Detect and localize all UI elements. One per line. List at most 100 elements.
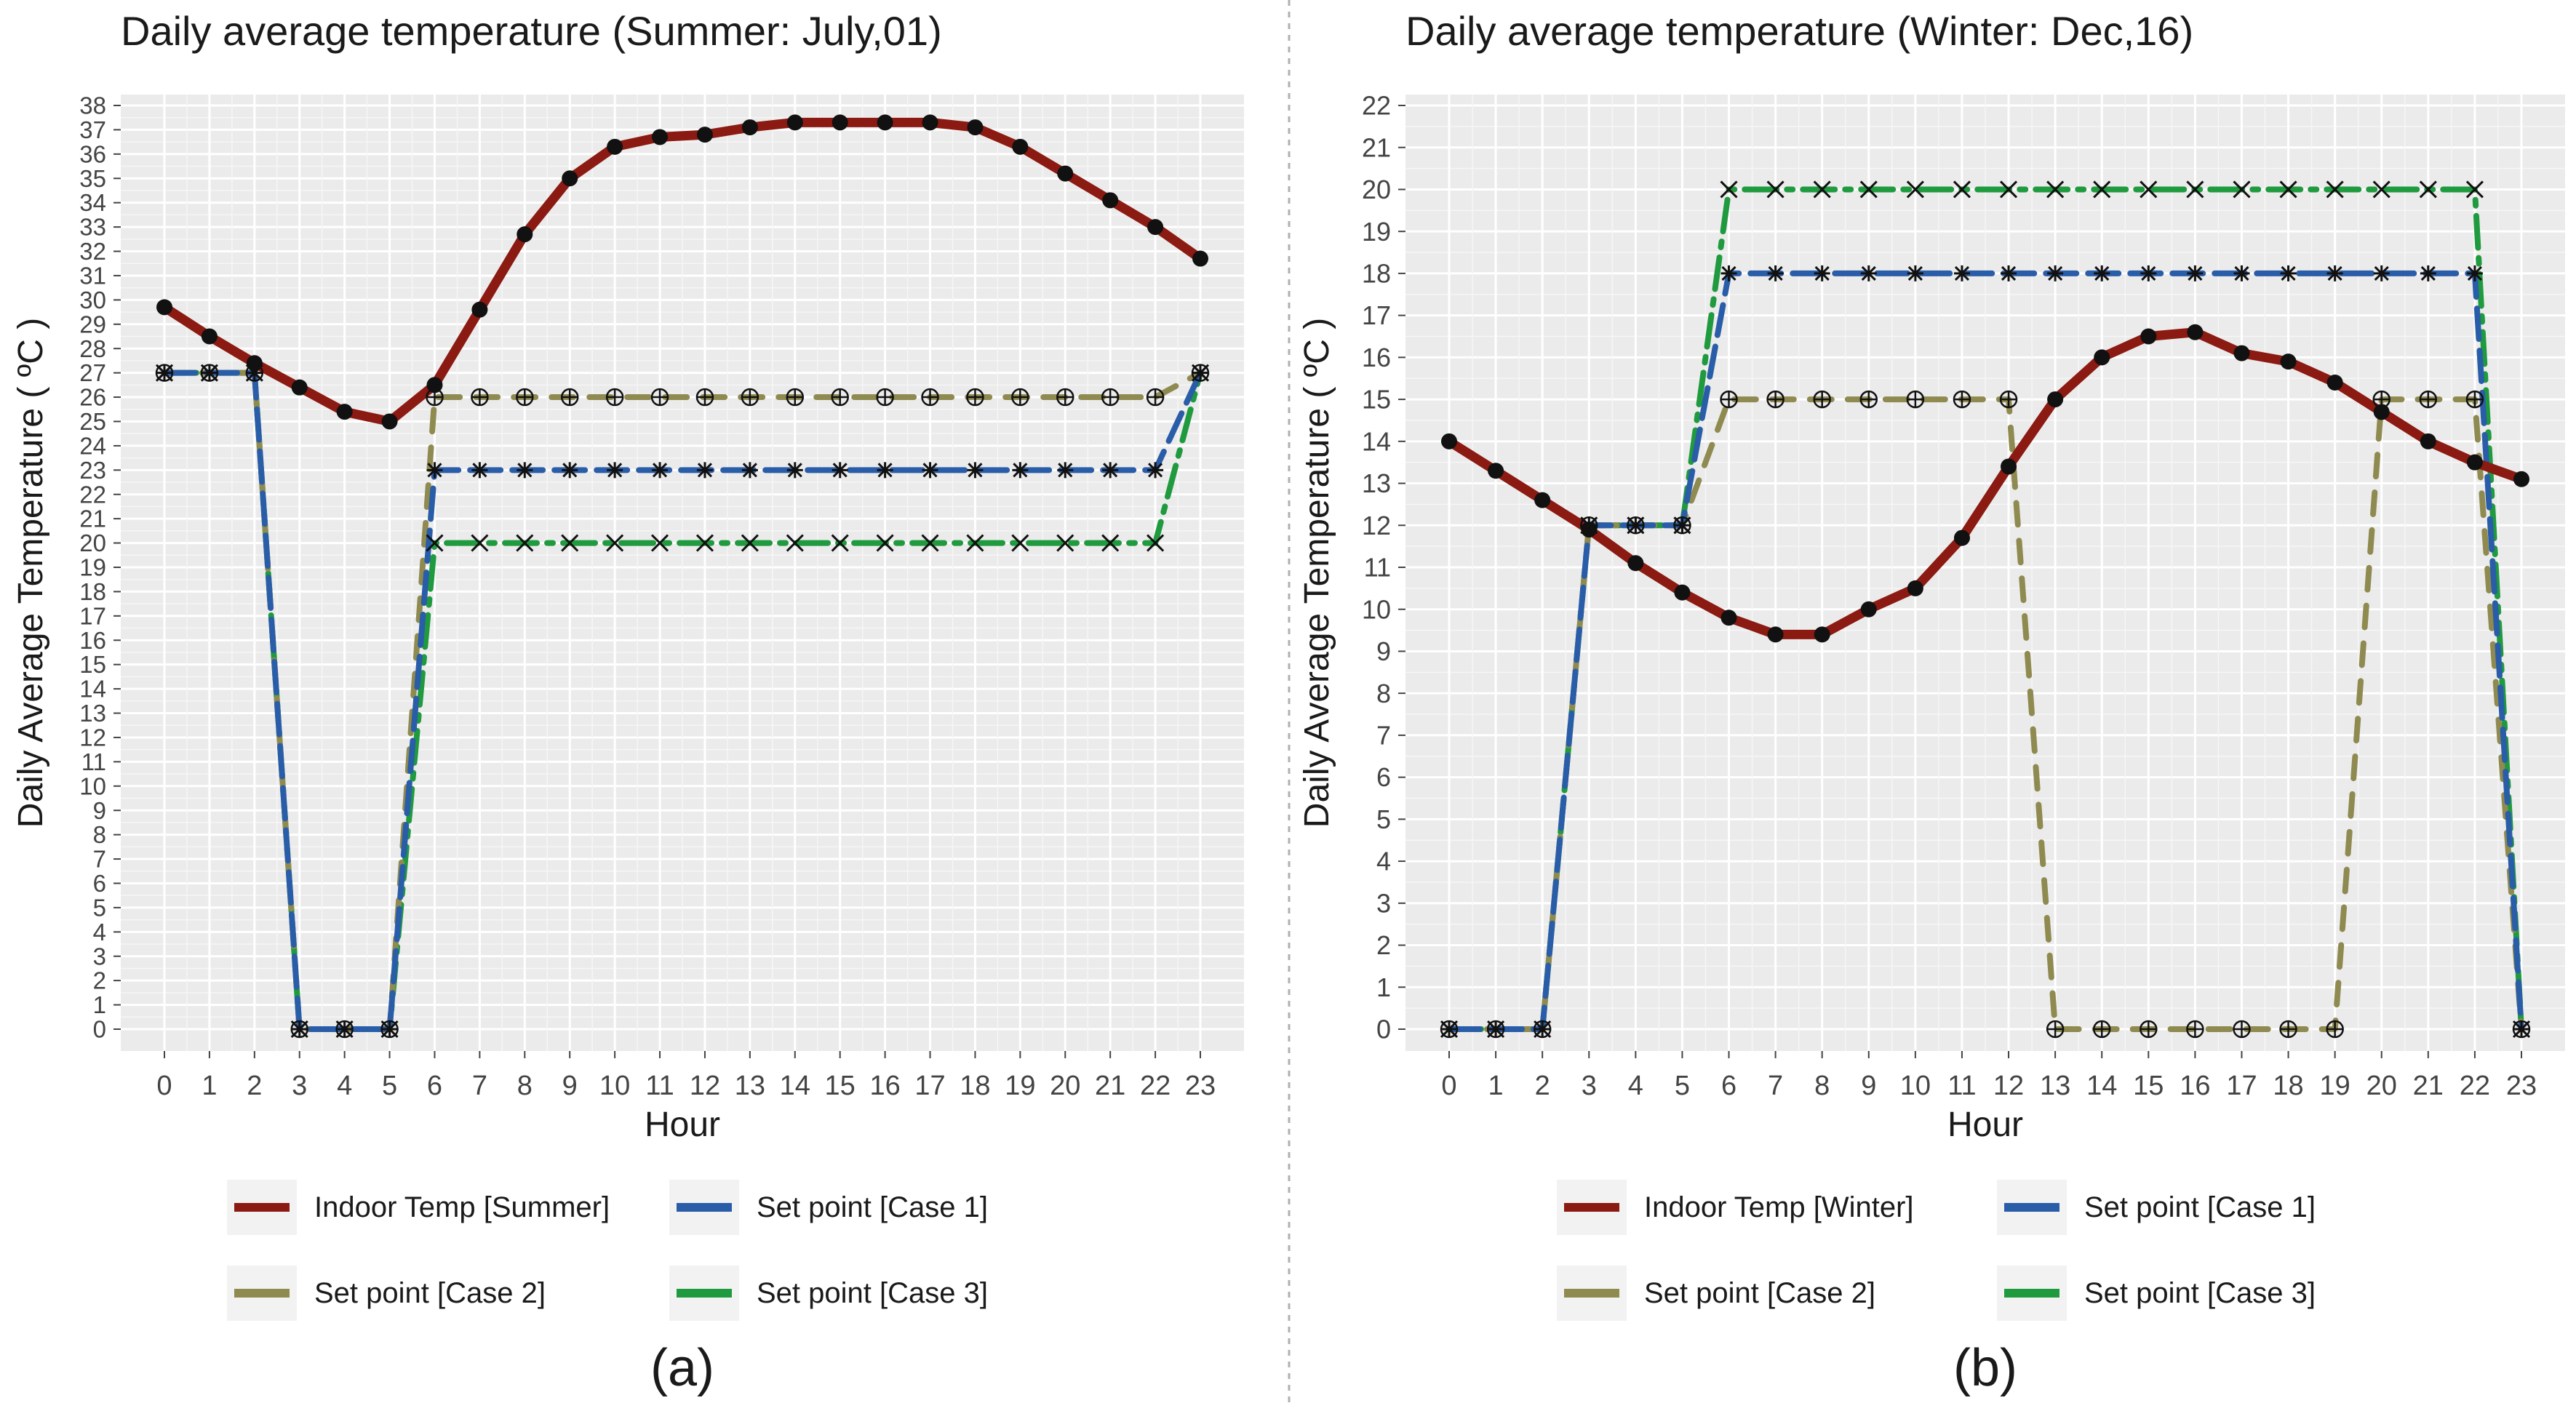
data-point — [786, 388, 805, 407]
data-point — [2465, 180, 2484, 199]
x-tick-label: 20 — [2366, 1071, 2397, 1101]
data-point — [2047, 391, 2064, 408]
data-point — [921, 534, 939, 552]
winter-chart-panel: Daily average temperature (Winter: Dec,1… — [1298, 8, 2565, 1397]
data-point — [1101, 388, 1120, 407]
x-tick-label: 12 — [1993, 1071, 2024, 1101]
data-point — [2187, 324, 2204, 340]
y-tick-label: 18 — [1362, 259, 1391, 289]
data-point — [2419, 180, 2437, 199]
data-point — [1057, 462, 1074, 479]
data-point-plus — [2280, 1021, 2297, 1037]
data-point — [876, 534, 894, 552]
y-tick-label: 32 — [79, 238, 106, 265]
data-point — [2326, 265, 2343, 281]
x-tick-label: 1 — [202, 1071, 217, 1101]
data-point — [1860, 265, 1877, 281]
data-point — [471, 534, 489, 552]
legend-label: Set point [Case 2] — [314, 1277, 546, 1309]
legend-item: Set point [Case 3] — [669, 1266, 988, 1321]
panel-label: (b) — [1953, 1339, 2017, 1397]
x-tick-label: 22 — [2460, 1071, 2490, 1101]
data-point-plus — [2047, 1021, 2064, 1037]
data-point — [2233, 180, 2251, 199]
data-point-plus — [607, 389, 623, 406]
data-point — [2233, 345, 2250, 361]
data-point — [1720, 180, 1738, 199]
legend-label: Set point [Case 3] — [757, 1277, 988, 1309]
data-point-plus — [1907, 391, 1923, 408]
data-point-plus — [922, 389, 938, 406]
x-tick-label: 21 — [2413, 1071, 2444, 1101]
y-tick-label: 3 — [1376, 888, 1391, 918]
y-tick-label: 22 — [79, 481, 106, 508]
x-tick-label: 22 — [1140, 1071, 1171, 1101]
data-point — [1581, 521, 1598, 538]
panel-label: (a) — [650, 1339, 714, 1397]
data-point — [1147, 534, 1165, 552]
data-point — [2140, 328, 2157, 345]
y-tick-label: 27 — [79, 359, 106, 386]
y-tick-label: 24 — [79, 432, 106, 459]
data-point — [1720, 265, 1737, 281]
data-point — [471, 462, 488, 479]
data-point — [741, 119, 758, 136]
x-tick-label: 9 — [562, 1071, 578, 1101]
y-tick-label: 6 — [1376, 762, 1391, 792]
x-tick-label: 17 — [2226, 1071, 2257, 1101]
data-point — [1056, 534, 1074, 552]
x-tick-label: 5 — [1675, 1071, 1690, 1101]
y-axis-label: Daily Average Temperature ( ºC ) — [1298, 318, 1336, 828]
y-tick-label: 23 — [79, 457, 106, 484]
y-tick-label: 6 — [93, 870, 106, 897]
data-point — [201, 328, 218, 345]
data-point — [2279, 1020, 2297, 1039]
data-point — [1907, 265, 1923, 281]
x-axis-label: Hour — [1947, 1106, 2023, 1144]
data-point — [426, 534, 444, 552]
data-point — [246, 364, 263, 381]
y-tick-label: 22 — [1362, 91, 1391, 121]
data-point — [2326, 180, 2344, 199]
data-point — [562, 170, 578, 187]
y-tick-label: 37 — [79, 116, 106, 143]
data-point — [1441, 433, 1457, 449]
data-point — [922, 462, 938, 479]
data-point — [1488, 1021, 1504, 1037]
data-point — [1814, 265, 1830, 281]
data-point — [1441, 1021, 1457, 1037]
data-point — [1674, 584, 1691, 601]
y-tick-label: 15 — [79, 651, 106, 678]
data-point — [246, 355, 263, 372]
data-point-plus — [517, 389, 533, 406]
data-point — [471, 388, 489, 407]
data-point — [607, 462, 623, 479]
data-point — [831, 388, 849, 407]
y-tick-label: 19 — [1362, 217, 1391, 247]
legend-item: Set point [Case 2] — [227, 1266, 546, 1321]
data-point — [2046, 1020, 2065, 1039]
data-point-plus — [832, 389, 848, 406]
data-point — [471, 301, 488, 318]
data-point — [2046, 180, 2065, 199]
chart-title: Daily average temperature (Summer: July,… — [121, 8, 942, 54]
x-tick-label: 19 — [1005, 1071, 1035, 1101]
legend-item: Set point [Case 2] — [1557, 1266, 1875, 1321]
y-tick-label: 33 — [79, 214, 106, 241]
y-tick-label: 10 — [79, 772, 106, 799]
data-point — [921, 388, 939, 407]
data-point — [1102, 192, 1119, 209]
data-point-plus — [877, 389, 893, 406]
data-point — [1012, 138, 1029, 155]
legend-item: Set point [Case 3] — [1997, 1266, 2316, 1321]
y-tick-label: 20 — [1362, 175, 1391, 204]
x-tick-label: 2 — [1535, 1071, 1550, 1101]
data-point — [2326, 1020, 2344, 1039]
y-tick-label: 21 — [79, 505, 106, 532]
y-tick-label: 25 — [79, 408, 106, 435]
data-point — [2513, 471, 2529, 487]
y-tick-label: 21 — [1362, 132, 1391, 162]
x-tick-label: 1 — [1488, 1071, 1504, 1101]
data-point — [1953, 390, 1971, 409]
data-point-plus — [652, 389, 669, 406]
